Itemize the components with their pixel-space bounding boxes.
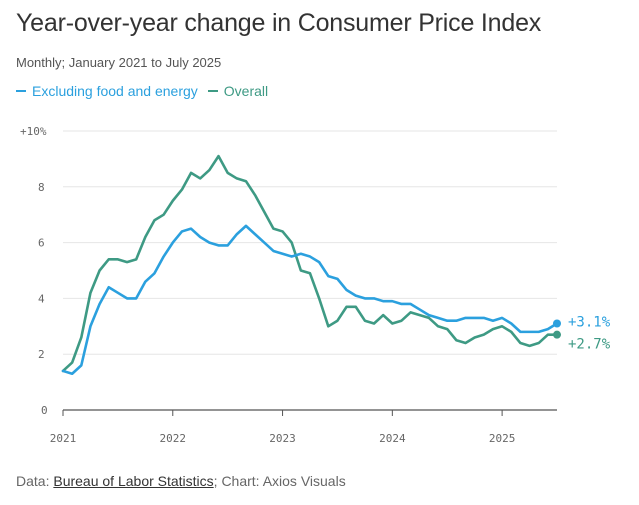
source-suffix: ; Chart: Axios Visuals	[213, 473, 346, 489]
source-note: Data: Bureau of Labor Statistics; Chart:…	[16, 473, 346, 489]
end-labels: +3.1% +2.7%	[568, 315, 611, 353]
y-tick-label: 0	[41, 404, 48, 417]
legend-item-core: Excluding food and energy	[16, 83, 198, 99]
y-tick-label: 2	[38, 348, 45, 361]
x-axis-ticks: 2021 2022 2023 2024 2025	[50, 410, 516, 445]
chart-legend: Excluding food and energy Overall	[16, 83, 268, 99]
legend-label-core: Excluding food and energy	[32, 83, 198, 99]
chart-subtitle: Monthly; January 2021 to July 2025	[16, 55, 222, 70]
legend-label-overall: Overall	[223, 83, 269, 99]
y-axis-ticks: +10% 8 6 4 2 0	[20, 125, 48, 417]
x-tick-label: 2024	[379, 432, 406, 445]
gridlines	[63, 130, 557, 411]
x-tick-label: 2025	[489, 432, 516, 445]
end-label-overall: +2.7%	[568, 337, 611, 353]
source-link[interactable]: Bureau of Labor Statistics	[53, 473, 214, 489]
series-end-dot-overall	[553, 330, 561, 339]
legend-swatch-core	[16, 90, 26, 92]
chart-title: Year-over-year change in Consumer Price …	[16, 9, 542, 37]
x-tick-label: 2022	[160, 432, 187, 445]
x-tick-label: 2021	[50, 432, 77, 445]
legend-swatch-overall	[207, 90, 218, 92]
series-lines	[61, 154, 561, 376]
series-line-overall	[61, 154, 559, 373]
y-tick-label: +10%	[20, 125, 47, 138]
series-line-core	[61, 224, 559, 376]
end-label-core: +3.1%	[568, 315, 611, 331]
source-prefix: Data:	[16, 473, 54, 489]
series-end-dot-core	[553, 319, 561, 328]
x-tick-label: 2023	[269, 432, 296, 445]
y-tick-label: 4	[38, 292, 45, 305]
y-tick-label: 8	[38, 181, 45, 194]
legend-item-overall: Overall	[207, 83, 269, 99]
y-tick-label: 6	[38, 237, 45, 250]
